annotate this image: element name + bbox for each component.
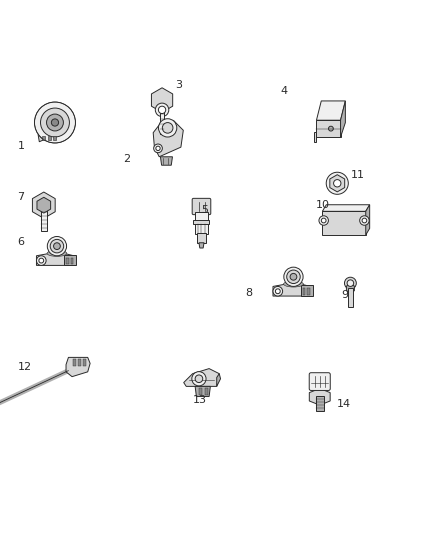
Ellipse shape <box>159 119 177 137</box>
Text: 6: 6 <box>18 237 25 247</box>
Ellipse shape <box>360 216 369 225</box>
Polygon shape <box>309 389 330 405</box>
Ellipse shape <box>36 256 46 265</box>
Ellipse shape <box>154 144 162 152</box>
Polygon shape <box>314 132 316 142</box>
Bar <box>307 288 310 295</box>
Ellipse shape <box>283 281 304 287</box>
Bar <box>303 288 305 295</box>
Polygon shape <box>322 205 370 211</box>
Ellipse shape <box>35 102 75 143</box>
Bar <box>197 233 206 243</box>
Bar <box>71 257 73 264</box>
Polygon shape <box>273 284 310 296</box>
Polygon shape <box>160 157 173 165</box>
Bar <box>78 359 81 366</box>
Bar <box>41 209 47 231</box>
Text: 7: 7 <box>18 192 25 203</box>
Ellipse shape <box>273 286 283 296</box>
Bar <box>53 136 56 140</box>
Bar <box>73 359 76 366</box>
Polygon shape <box>195 386 210 397</box>
Text: 11: 11 <box>350 169 364 180</box>
Text: 2: 2 <box>123 154 130 164</box>
Text: 5: 5 <box>201 205 208 215</box>
Ellipse shape <box>53 243 60 249</box>
Bar <box>66 257 68 264</box>
Ellipse shape <box>276 289 280 294</box>
Ellipse shape <box>328 126 333 131</box>
Polygon shape <box>217 374 221 386</box>
Ellipse shape <box>192 372 206 386</box>
FancyBboxPatch shape <box>192 198 211 215</box>
Polygon shape <box>346 284 354 293</box>
Bar <box>199 388 202 395</box>
Polygon shape <box>36 253 74 265</box>
Ellipse shape <box>47 251 67 256</box>
Polygon shape <box>316 101 345 120</box>
Bar <box>300 285 313 296</box>
Bar <box>42 136 46 140</box>
Ellipse shape <box>347 280 354 286</box>
Ellipse shape <box>46 114 64 131</box>
Polygon shape <box>330 175 345 192</box>
Polygon shape <box>37 197 51 213</box>
Polygon shape <box>340 101 345 137</box>
Bar <box>83 359 86 366</box>
Text: 3: 3 <box>175 80 182 90</box>
Polygon shape <box>153 120 183 157</box>
Text: 9: 9 <box>342 290 349 300</box>
Polygon shape <box>199 243 204 248</box>
Text: 12: 12 <box>18 362 32 372</box>
Bar <box>316 396 324 411</box>
Ellipse shape <box>344 277 357 289</box>
Bar <box>195 212 208 235</box>
Ellipse shape <box>319 216 328 225</box>
Ellipse shape <box>334 180 341 187</box>
FancyBboxPatch shape <box>309 373 330 391</box>
Ellipse shape <box>155 103 169 117</box>
Text: 14: 14 <box>337 399 351 409</box>
Text: 13: 13 <box>193 395 207 405</box>
Bar <box>160 110 164 134</box>
Ellipse shape <box>326 172 348 195</box>
Ellipse shape <box>162 123 173 133</box>
Text: 1: 1 <box>18 141 25 151</box>
Ellipse shape <box>51 119 59 126</box>
Polygon shape <box>66 358 90 377</box>
Polygon shape <box>152 88 173 112</box>
Polygon shape <box>38 127 59 142</box>
Ellipse shape <box>284 267 303 286</box>
Ellipse shape <box>47 237 67 256</box>
Bar <box>48 136 51 140</box>
Polygon shape <box>322 211 366 235</box>
Polygon shape <box>316 120 340 137</box>
Ellipse shape <box>362 218 367 223</box>
Bar <box>205 388 208 395</box>
Polygon shape <box>366 205 370 235</box>
Ellipse shape <box>321 218 326 223</box>
Ellipse shape <box>195 375 203 383</box>
Text: 10: 10 <box>315 200 329 210</box>
Bar <box>348 288 353 307</box>
Polygon shape <box>32 192 55 219</box>
Ellipse shape <box>40 108 69 137</box>
Polygon shape <box>184 369 219 386</box>
Bar <box>64 255 76 265</box>
Bar <box>194 220 209 224</box>
Ellipse shape <box>287 270 300 284</box>
Ellipse shape <box>290 273 297 280</box>
Text: 8: 8 <box>245 288 252 298</box>
Ellipse shape <box>159 106 166 114</box>
Ellipse shape <box>50 239 64 253</box>
Ellipse shape <box>156 146 160 150</box>
Ellipse shape <box>39 258 44 263</box>
Text: 4: 4 <box>280 86 287 96</box>
